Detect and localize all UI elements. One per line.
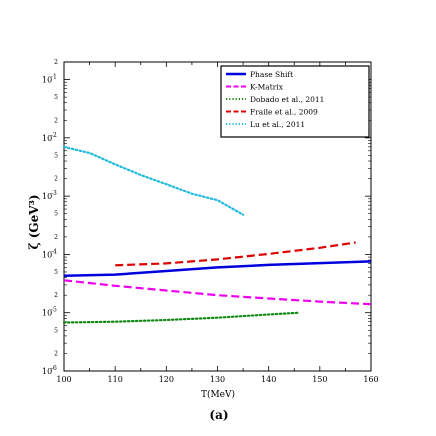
legend-label-fraile-et-al-2009: Fraile et al., 2009	[250, 108, 318, 117]
y-minor-label: 2	[54, 292, 58, 299]
y-minor-label: 2	[54, 117, 58, 124]
y-tick-label: 10	[42, 76, 52, 85]
series-k-matrix	[63, 279, 372, 306]
series-phase-shift	[63, 260, 372, 278]
y-tick-label: 10	[42, 309, 52, 318]
y-tick-exponent: -3	[51, 190, 57, 197]
y-tick-exponent: -5	[51, 307, 57, 314]
x-tick-label: 100	[56, 375, 71, 384]
series-fraile-et-al-2009	[115, 241, 356, 267]
y-tick-label: 10	[42, 367, 52, 376]
series-layer	[62, 145, 372, 324]
y-minor-label: 2	[54, 350, 58, 357]
legend-entries: Phase Shift K-Matrix Dobado et al., 2011 Fr…	[226, 70, 324, 129]
x-tick-label: 140	[261, 375, 276, 384]
y-tick-label: 10	[42, 134, 52, 143]
x-axis-label: T(MeV)	[201, 389, 235, 400]
y-tick-exponent: -1	[51, 74, 57, 81]
series-lu-et-al-2011	[62, 145, 245, 216]
y-minor-label: 5	[54, 94, 58, 101]
legend-label-dobado-et-al-2011: Dobado et al., 2011	[250, 95, 324, 104]
legend-label-k-matrix: K-Matrix	[250, 83, 284, 92]
y-minor-label: 2	[54, 234, 58, 241]
legend-box	[220, 65, 370, 138]
x-tick-label: 130	[210, 375, 225, 384]
legend-label-phase-shift: Phase Shift	[250, 70, 293, 79]
x-tick-label: 110	[108, 375, 123, 384]
y-tick-exponent: -2	[51, 132, 57, 139]
y-tick-label: 10	[42, 250, 52, 259]
x-tick-label: 120	[159, 375, 174, 384]
y-tick-exponent: -4	[51, 248, 57, 255]
y-minor-label: 2	[54, 59, 58, 66]
panel-label: (a)	[209, 408, 228, 422]
y-minor-label: 5	[54, 152, 58, 159]
x-tick-labels: 100 110 120 130 140 150 160	[56, 375, 378, 384]
series-dobado-et-al-2011	[62, 311, 301, 324]
x-tick-label: 150	[312, 375, 327, 384]
y-minor-label: 5	[54, 211, 58, 218]
y-tick-label: 10	[42, 192, 52, 201]
y-minor-label: 5	[54, 269, 58, 276]
y-minor-label: 2	[54, 176, 58, 183]
y-tick-exponent: -6	[51, 365, 57, 372]
x-tick-label: 160	[363, 375, 378, 384]
legend-label-lu-et-al-2011: Lu et al., 2011	[250, 120, 305, 129]
legend: Phase Shift K-Matrix Dobado et al., 2011 Fr…	[220, 65, 370, 138]
y-minor-label: 5	[54, 327, 58, 334]
y-axis-label: ζ (GeV³)	[27, 194, 41, 249]
